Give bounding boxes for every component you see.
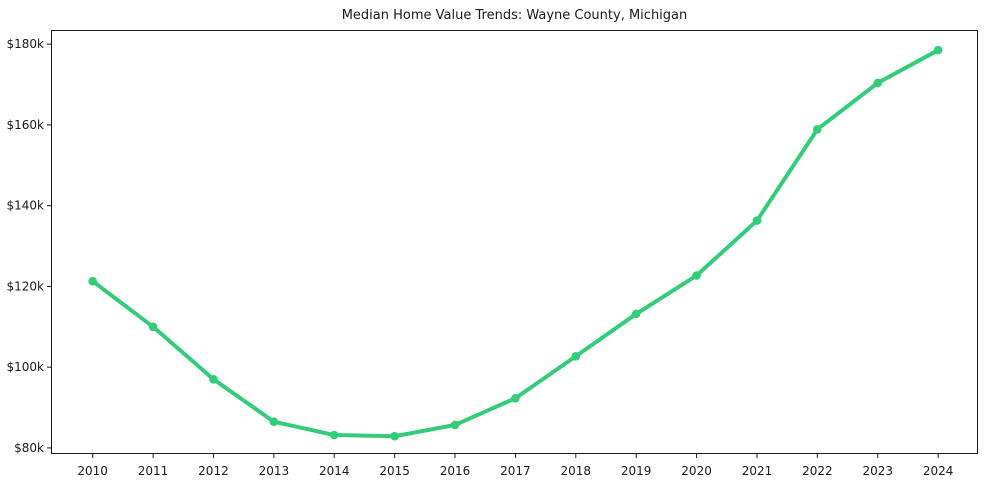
- data-point-2013: [269, 417, 279, 426]
- data-point-2010: [88, 276, 97, 286]
- data-point-2015: [390, 431, 399, 441]
- data-point-2016: [450, 420, 460, 430]
- x-tick-label: 2016: [440, 464, 471, 478]
- x-tick-label: 2021: [742, 464, 773, 478]
- data-point-2021: [752, 216, 762, 225]
- x-tick-label: 2012: [198, 464, 229, 478]
- x-tick-label: 2011: [138, 464, 169, 478]
- data-point-2019: [631, 309, 641, 319]
- x-tick-label: 2024: [923, 464, 954, 478]
- y-tick-label: $180k: [7, 37, 45, 51]
- plot-border: [51, 30, 978, 454]
- data-point-2018: [571, 351, 581, 361]
- y-tick-label: $160k: [7, 118, 45, 132]
- data-point-2023: [873, 78, 883, 88]
- y-tick-label: $100k: [7, 360, 45, 374]
- data-point-2017: [511, 393, 520, 403]
- trend-line: [90, 48, 941, 439]
- x-tick-label: 2017: [500, 464, 531, 478]
- data-point-2014: [329, 430, 339, 440]
- y-tick-label: $80k: [14, 441, 44, 455]
- data-point-2011: [148, 322, 158, 332]
- y-tick-label: $120k: [7, 279, 45, 293]
- x-tick-label: 2023: [862, 464, 893, 478]
- data-point-2024: [933, 45, 943, 55]
- chart-title: Median Home Value Trends: Wayne County, …: [341, 8, 688, 23]
- data-point-2020: [692, 271, 701, 280]
- x-tick-label: 2020: [681, 464, 712, 478]
- x-tick-label: 2014: [319, 464, 350, 478]
- x-tick-label: 2015: [379, 464, 410, 478]
- x-tick-label: 2013: [259, 464, 290, 478]
- x-tick-label: 2018: [561, 464, 592, 478]
- x-tick-label: 2022: [802, 464, 833, 478]
- x-tick-label: 2010: [77, 464, 108, 478]
- data-point-2012: [209, 374, 218, 384]
- y-tick-label: $140k: [7, 199, 45, 213]
- x-tick-label: 2019: [621, 464, 652, 478]
- data-point-2022: [813, 125, 822, 134]
